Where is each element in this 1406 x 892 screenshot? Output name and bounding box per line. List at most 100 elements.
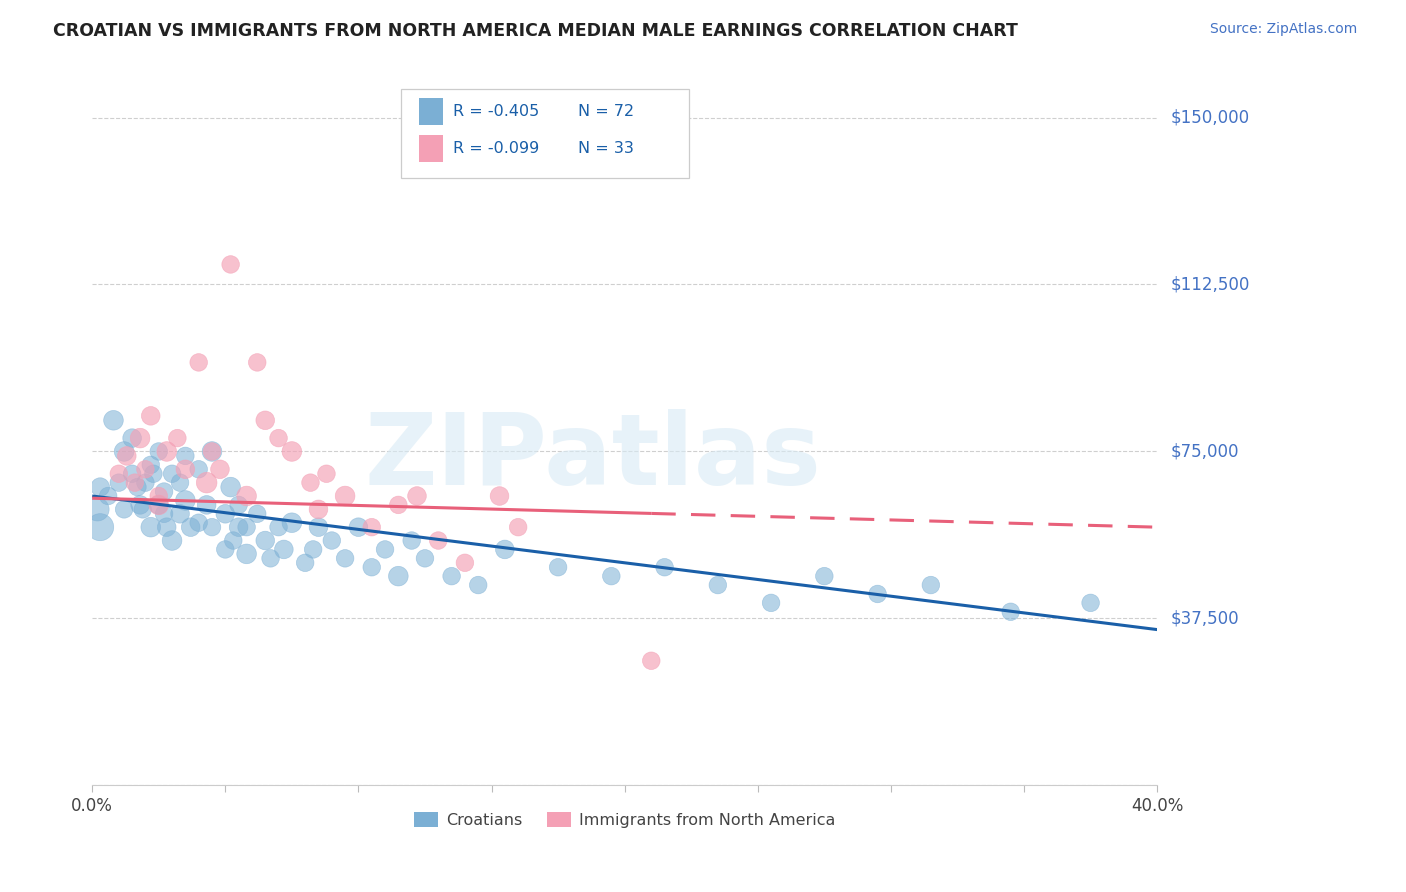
Point [129,498,152,512]
Point [254,533,277,548]
Point [195,498,218,512]
Point [107,475,129,490]
Point [427,533,450,548]
Point [508,520,530,534]
Point [139,409,162,423]
Point [920,578,942,592]
Point [89,480,111,494]
Point [174,493,197,508]
Point [160,533,183,548]
Point [148,489,170,503]
Point [401,533,423,548]
Point [267,520,290,534]
Point [201,444,224,458]
Point [169,507,191,521]
Bar [419,135,443,161]
Point [132,502,155,516]
Point [187,462,209,476]
Point [360,520,382,534]
FancyBboxPatch shape [401,88,689,178]
Point [488,489,510,503]
Text: Source: ZipAtlas.com: Source: ZipAtlas.com [1209,22,1357,37]
Point [148,444,170,458]
Point [387,498,409,512]
Point [219,257,242,271]
Point [759,596,782,610]
Point [235,520,257,534]
Point [201,520,224,534]
Point [97,489,120,503]
Point [333,551,356,566]
Point [308,520,330,534]
Text: N = 33: N = 33 [578,141,634,156]
Point [315,467,337,481]
Point [654,560,676,574]
Text: R = -0.099: R = -0.099 [453,141,540,156]
Point [107,467,129,481]
Point [259,551,281,566]
Point [156,444,179,458]
Point [169,475,191,490]
Point [124,475,146,490]
Point [333,489,356,503]
Point [139,520,162,534]
Point [347,520,370,534]
Point [707,578,730,592]
Point [1000,605,1022,619]
Point [112,444,135,458]
Point [1080,596,1102,610]
Point [235,489,257,503]
Point [121,467,143,481]
Point [195,475,218,490]
Point [813,569,835,583]
Point [866,587,889,601]
Point [406,489,429,503]
Point [103,413,125,427]
Point [299,475,322,490]
Point [187,355,209,369]
Point [148,498,170,512]
Point [187,516,209,530]
Point [246,355,269,369]
Point [454,556,477,570]
Point [222,533,245,548]
Point [547,560,569,574]
Point [228,520,250,534]
Point [413,551,436,566]
Point [374,542,396,557]
Point [214,542,236,557]
Point [166,431,188,445]
Point [134,462,156,476]
Text: $112,500: $112,500 [1171,276,1250,293]
Point [494,542,516,557]
Point [219,480,242,494]
Point [134,475,156,490]
Bar [419,98,443,125]
Point [139,458,162,472]
Point [180,520,202,534]
Point [160,467,183,481]
Point [153,484,176,499]
Point [302,542,325,557]
Text: $75,000: $75,000 [1171,442,1240,460]
Point [174,462,197,476]
Point [254,413,277,427]
Point [214,507,236,521]
Point [308,502,330,516]
Point [273,542,295,557]
Text: CROATIAN VS IMMIGRANTS FROM NORTH AMERICA MEDIAN MALE EARNINGS CORRELATION CHART: CROATIAN VS IMMIGRANTS FROM NORTH AMERIC… [53,22,1018,40]
Point [321,533,343,548]
Point [208,462,231,476]
Point [142,467,165,481]
Point [86,502,108,516]
Text: $150,000: $150,000 [1171,109,1250,127]
Point [246,507,269,521]
Point [115,449,138,463]
Text: R = -0.405: R = -0.405 [453,104,540,119]
Point [600,569,623,583]
Point [294,556,316,570]
Point [267,431,290,445]
Point [127,480,149,494]
Point [387,569,409,583]
Point [129,431,152,445]
